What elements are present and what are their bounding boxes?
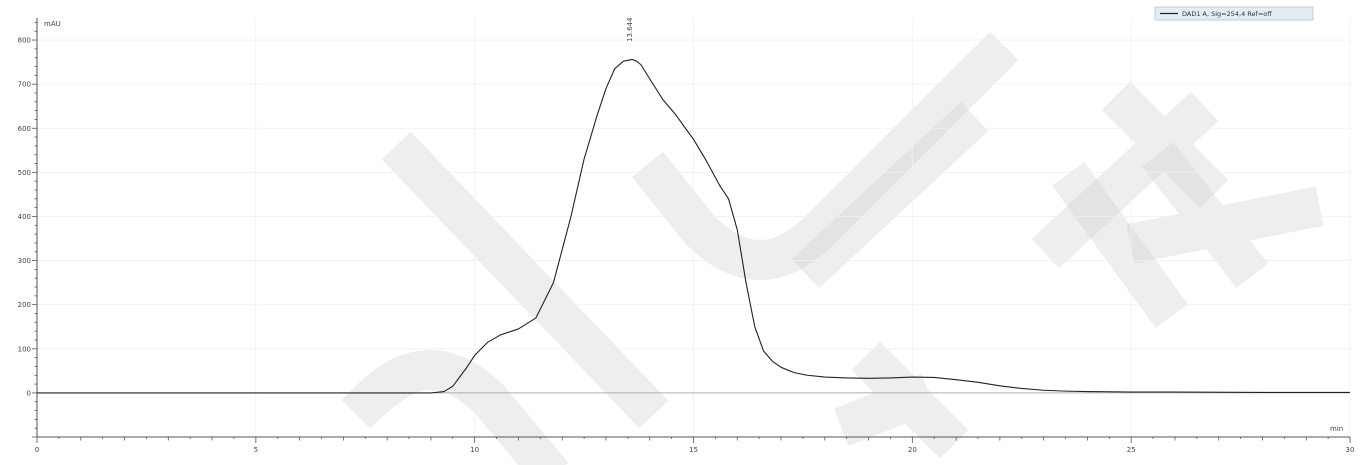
y-axis-unit: mAU bbox=[44, 20, 61, 28]
legend-box bbox=[1154, 6, 1314, 21]
x-tick-label: 5 bbox=[254, 446, 258, 454]
series-group bbox=[37, 58, 1350, 394]
peak-labels: 13.644 bbox=[626, 17, 634, 42]
grid bbox=[36, 18, 1351, 437]
y-tick-label: 400 bbox=[18, 213, 31, 221]
watermark bbox=[341, 31, 1324, 465]
y-tick-label: 700 bbox=[18, 81, 31, 89]
y-ticks: 0 100 200 300 400 500 600 700 800 bbox=[18, 22, 37, 438]
x-tick-label: 0 bbox=[35, 446, 39, 454]
x-tick-label: 15 bbox=[689, 446, 698, 454]
x-tick-label: 20 bbox=[908, 446, 917, 454]
legend: DAD1 A, Sig=254,4 Ref=off bbox=[1154, 6, 1314, 21]
peak-label: 13.644 bbox=[626, 17, 634, 42]
y-tick-label: 0 bbox=[27, 389, 31, 397]
y-tick-label: 100 bbox=[18, 345, 31, 353]
x-tick-label: 30 bbox=[1346, 446, 1355, 454]
y-tick-label: 200 bbox=[18, 301, 31, 309]
x-tick-label: 25 bbox=[1127, 446, 1136, 454]
x-ticks: 0 5 10 15 20 25 30 bbox=[35, 437, 1355, 454]
series-line bbox=[37, 58, 1350, 394]
y-tick-label: 300 bbox=[18, 257, 31, 265]
x-axis-unit: min bbox=[1330, 425, 1343, 433]
legend-label: DAD1 A, Sig=254,4 Ref=off bbox=[1182, 10, 1272, 18]
y-tick-label: 800 bbox=[18, 37, 31, 45]
x-tick-label: 10 bbox=[470, 446, 479, 454]
y-tick-label: 600 bbox=[18, 125, 31, 133]
y-tick-label: 500 bbox=[18, 169, 31, 177]
